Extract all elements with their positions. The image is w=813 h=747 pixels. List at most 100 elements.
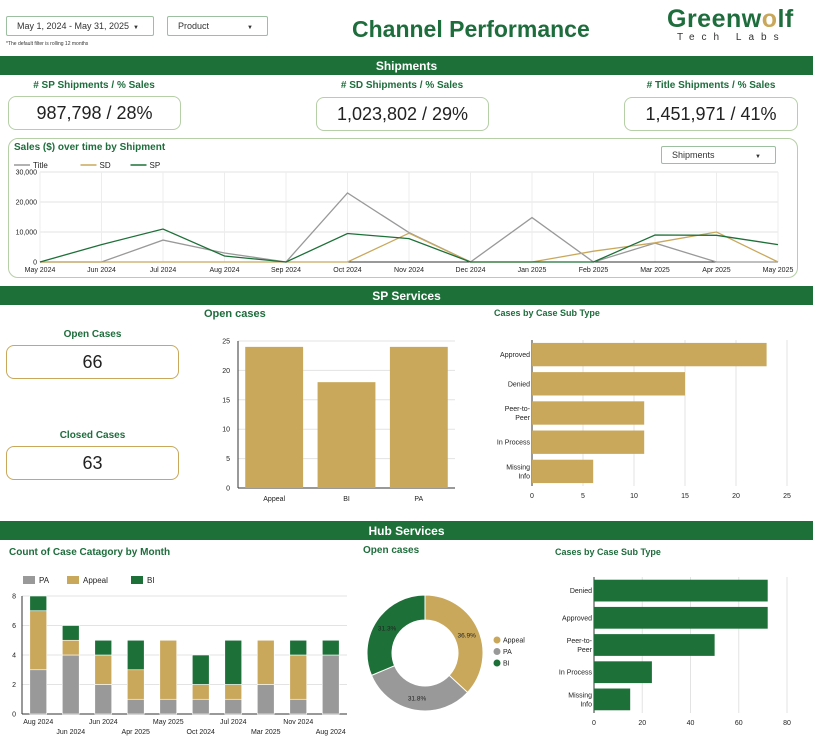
section-title: SP Services [372,288,441,303]
bar-segment-appeal [127,669,145,700]
x-tick-label: Aug 2024 [316,729,346,736]
bar-segment-appeal [29,610,47,671]
legend-label: Appeal [83,576,108,585]
product-filter[interactable]: Product ▼ [167,16,268,36]
bar-peer-to-peer [532,401,645,425]
date-range-filter[interactable]: May 1, 2024 - May 31, 2025 ▼ [6,16,154,36]
y-tick-label: 10,000 [16,230,38,237]
slice-appeal [424,594,484,694]
section-title: Shipments [375,58,438,73]
caret-down-icon: ▼ [755,154,761,160]
shipments-dropdown[interactable]: Shipments ▼ [661,146,776,164]
x-tick-label: Aug 2024 [210,267,240,274]
y-tick-label: Peer [577,647,592,654]
x-tick-label: 10 [630,493,638,500]
sales-chart-panel [8,138,798,278]
y-tick-label: Missing [506,464,530,471]
bar-segment-pa [159,698,178,715]
bar-segment-pa [321,654,340,715]
hub-subtype-chart: 0 20 40 60 80 Denied Approved Peer-to- Peer In Pr… [559,577,791,727]
logo-subtitle: Tech Labs [677,32,786,43]
bar-approved [594,606,768,629]
bar-segment-appeal [256,639,275,685]
y-tick-label: Approved [562,615,592,622]
closed-cases-label: Closed Cases [59,430,126,441]
x-tick-label: Mar 2025 [251,729,281,736]
bar-segment-bi [29,595,47,612]
x-tick-label: May 2024 [25,267,56,274]
slice-label: 31.8% [408,695,427,702]
x-tick-label: Sep 2024 [271,267,301,274]
x-tick-label: 20 [732,493,740,500]
y-tick-label: Peer [515,415,530,422]
section-band-shipments: Shipments [0,56,813,75]
y-tick-label: 15 [222,397,230,404]
y-tick-label: Denied [508,381,530,388]
x-tick-label: Appeal [263,496,285,503]
bar-segment-pa [289,698,307,715]
kpi-title-shipments: 1,451,971 / 41% [624,97,798,131]
slice-bi [366,594,426,677]
bar-pa [389,346,448,488]
filter-note: *The default filter is rolling 12 months [6,41,89,47]
bar-segment-appeal [224,684,243,700]
section-title: Hub Services [368,523,445,538]
kpi-closed-cases: 63 [6,446,179,480]
y-tick-label: Info [580,701,592,708]
logo-text-o: o [761,5,778,33]
legend-swatch [131,576,143,584]
hub-open-cases-donut: 36.9% 31.8% 31.3% Appeal PA BI [366,594,525,712]
bar-segment-pa [94,684,113,715]
x-tick-label: Jun 2024 [89,719,118,726]
section-band-sp-services: SP Services [0,286,813,305]
sales-line-chart: 0 10,000 20,000 30,000 May 2024 Jun 2024 Jul 2… [14,161,793,274]
hub-category-month-title: Count of Case Catagory by Month [9,547,171,558]
caret-down-icon: ▼ [247,25,253,31]
y-tick-label: In Process [497,440,531,447]
x-tick-label: Oct 2024 [333,267,362,274]
bar-segment-pa [256,684,275,715]
x-tick-label: BI [343,496,350,503]
legend-label: SP [150,161,161,170]
bar-in-process [532,430,645,454]
slice-pa [370,665,469,712]
x-tick-label: 80 [783,720,791,727]
bar-segment-appeal [159,639,178,700]
legend-swatch [493,659,501,667]
page-title: Channel Performance [352,16,590,42]
date-range-label: May 1, 2024 - May 31, 2025 [17,21,130,31]
y-tick-label: 4 [12,653,16,660]
sp-subtype-chart: 0 5 10 15 20 25 Approved Denied Peer-to- Peer In P… [497,340,791,500]
x-tick-label: Jan 2025 [518,267,547,274]
y-tick-label: 30,000 [16,170,38,177]
bar-segment-bi [61,625,80,641]
kpi-sd-shipments: 1,023,802 / 29% [316,97,489,131]
shipments-dropdown-label: Shipments [672,150,715,160]
legend-label: BI [503,661,510,668]
bar-segment-bi [94,639,113,656]
x-tick-label: 20 [638,720,646,727]
legend-swatch [493,648,501,655]
y-tick-label: Approved [500,352,530,359]
x-tick-label: PA [414,496,423,503]
bar-denied [594,579,768,602]
x-tick-label: May 2025 [153,719,184,726]
x-tick-label: Mar 2025 [640,267,670,274]
x-tick-label: Oct 2024 [187,729,216,736]
y-tick-label: 6 [12,623,16,630]
bar-missing-info [594,688,631,711]
kpi-title-label: # Title Shipments / % Sales [646,80,776,91]
y-tick-label: Info [518,473,530,480]
x-tick-label: Feb 2025 [579,267,609,274]
bar-segment-bi [192,654,210,685]
series-line-sp [39,228,779,263]
x-tick-label: Apr 2025 [122,729,151,736]
y-tick-label: Denied [570,588,592,595]
y-tick-label: 8 [12,594,16,601]
x-tick-label: Aug 2024 [23,719,53,726]
bar-segment-bi [224,639,243,685]
slice-label: 31.3% [378,625,397,632]
bar-segment-bi [127,639,145,671]
x-tick-label: 0 [592,720,596,727]
